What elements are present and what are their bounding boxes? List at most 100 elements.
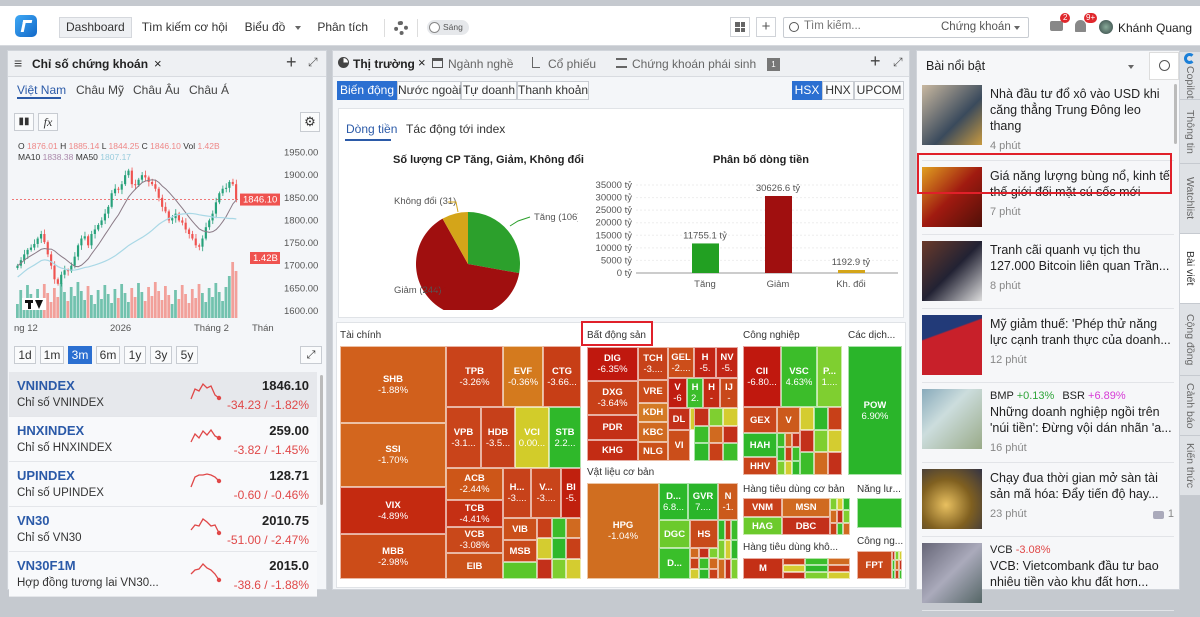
exchange-button[interactable]: HSX [792, 81, 822, 100]
treemap-tile[interactable] [708, 425, 724, 444]
news-item[interactable]: Nhà đầu tư đổ xô vào USD khi căng thẳng … [922, 85, 1174, 161]
treemap-tile[interactable] [777, 433, 785, 447]
treemap-tile[interactable]: TPB -3.26% [446, 346, 503, 407]
treemap-tile[interactable] [566, 518, 581, 539]
treemap-tile[interactable]: HPG -1.04% [587, 483, 659, 579]
treemap-tile[interactable] [792, 433, 800, 447]
treemap-tile[interactable] [699, 548, 709, 559]
close-icon[interactable]: × [154, 56, 162, 71]
treemap-tile[interactable] [708, 408, 724, 426]
treemap-tile[interactable] [827, 572, 850, 579]
treemap-tile[interactable]: D... 6.8... [659, 483, 688, 520]
news-title[interactable]: Nhà đầu tư đổ xô vào USD khi căng thẳng … [990, 87, 1160, 133]
treemap-tile[interactable] [843, 510, 850, 523]
news-item[interactable]: Tranh cãi quanh vụ tịch thu 127.000 Bitc… [922, 241, 1174, 309]
news-item[interactable]: Chạy đua thời gian mở sàn tài sản mã hóa… [922, 469, 1174, 537]
region-tab[interactable]: Châu Á [189, 83, 230, 97]
expand-icon[interactable]: ⤢ [893, 55, 903, 69]
tab-stocks[interactable]: Cổ phiếu [548, 57, 597, 71]
nav-dashboard[interactable]: Dashboard [59, 17, 132, 38]
bar[interactable] [765, 195, 792, 273]
treemap-tile[interactable]: V... -3.... [531, 468, 561, 518]
news-title[interactable]: Giá năng lượng bùng nổ, kinh tế thế giới… [990, 169, 1170, 199]
treemap-tile[interactable] [784, 461, 793, 475]
avatar[interactable] [1099, 20, 1113, 34]
treemap-tile[interactable] [895, 551, 899, 561]
ticker-code[interactable]: BSR [1062, 390, 1085, 402]
range-button[interactable]: 1m [40, 346, 64, 364]
treemap-tile[interactable]: VI [668, 430, 690, 461]
treemap-tile[interactable] [836, 522, 844, 535]
treemap-tile[interactable] [566, 538, 581, 559]
news-item[interactable]: Giá năng lượng bùng nổ, kinh tế thế giới… [922, 167, 1174, 235]
treemap-tile[interactable]: VPB -3.1... [446, 407, 481, 468]
treemap-tile[interactable] [836, 498, 844, 511]
range-button[interactable]: 1y [124, 346, 146, 364]
index-row[interactable]: VN30 Chỉ số VN30 2010.75 -51.00 / -2.47% [9, 507, 317, 552]
index-row[interactable]: UPINDEX Chỉ số UPINDEX 128.71 -0.60 / -0… [9, 462, 317, 507]
side-tab[interactable]: Watchlist [1180, 164, 1200, 234]
nav-analysis[interactable]: Phân tích [317, 20, 369, 34]
treemap-tile[interactable] [551, 518, 567, 539]
treemap-tile[interactable]: HDB -3.5... [481, 407, 515, 468]
search-scope-select[interactable]: Chứng khoán [941, 21, 1011, 33]
tab-derivatives[interactable]: Chứng khoán phái sinh [632, 57, 757, 71]
exchange-button[interactable]: UPCOM [854, 81, 904, 100]
news-scrollbar[interactable] [1174, 84, 1177, 144]
treemap-tile[interactable] [718, 559, 725, 579]
treemap-tile[interactable]: VIB [503, 518, 537, 540]
treemap-tile[interactable] [895, 569, 899, 579]
chevron-down-icon[interactable] [1128, 65, 1134, 69]
ticker-code[interactable]: VCB [990, 544, 1013, 556]
chat-icon[interactable] [1050, 21, 1063, 31]
treemap-tile[interactable] [830, 498, 837, 511]
treemap-tile[interactable] [800, 452, 814, 475]
treemap-tile[interactable] [723, 425, 738, 444]
treemap-tile[interactable]: EVF -0.36% [503, 346, 543, 407]
treemap-tile[interactable]: KHG [587, 440, 638, 461]
nav-charts[interactable]: Biểu đồ [244, 20, 286, 34]
treemap-tile[interactable] [694, 443, 709, 461]
treemap-tile[interactable] [731, 539, 738, 560]
side-tab[interactable]: Thông tin [1180, 100, 1200, 164]
treemap-tile[interactable]: M [743, 558, 783, 579]
news-item[interactable]: VCB -3.08% VCB: Vietcombank đầu tư bao nh… [922, 543, 1174, 611]
theme-toggle[interactable]: Sáng [427, 20, 470, 35]
news-search-button[interactable] [1149, 52, 1179, 80]
treemap-tile[interactable]: H -5. [694, 347, 716, 378]
treemap-tile[interactable] [814, 429, 828, 453]
treemap-tile[interactable] [731, 520, 738, 540]
treemap-tile[interactable]: KBC [638, 422, 668, 442]
tab-index-impact[interactable]: Tác động tới index [406, 122, 506, 136]
region-tab[interactable]: Châu Âu [133, 83, 180, 97]
pie-chart[interactable]: Tăng (106) Giảm (244) Không đổi (31) [338, 170, 578, 310]
treemap-tile[interactable]: HS [690, 520, 718, 548]
pie-slice[interactable] [442, 212, 468, 264]
treemap-tile[interactable]: TCB -4.41% [446, 500, 503, 527]
treemap-tile[interactable] [731, 559, 738, 579]
treemap-tile[interactable] [777, 461, 785, 475]
treemap-tile[interactable] [857, 498, 902, 528]
side-tab[interactable]: Bài viết [1180, 234, 1200, 304]
treemap-tile[interactable]: HAG [743, 517, 782, 535]
treemap-tile[interactable] [694, 425, 709, 444]
treemap-tile[interactable] [708, 568, 718, 579]
bell-icon[interactable] [1075, 20, 1086, 32]
close-icon[interactable]: × [418, 55, 426, 70]
comments[interactable]: 1 [1152, 508, 1174, 521]
treemap-tile[interactable] [708, 548, 718, 559]
user-name[interactable]: Khánh Quang [1118, 21, 1193, 35]
treemap-tile[interactable]: V -6 [668, 378, 687, 408]
treemap-tile[interactable] [814, 407, 828, 430]
treemap-tile[interactable] [690, 548, 700, 559]
add-button[interactable]: + [756, 17, 776, 37]
treemap-tile[interactable]: NLG [638, 442, 668, 461]
treemap-tile[interactable] [708, 558, 718, 569]
treemap-tile[interactable] [843, 522, 850, 535]
chart-type-button[interactable]: ▮▮ [14, 113, 34, 131]
tab-industry[interactable]: Ngành nghề [448, 57, 514, 71]
treemap-tile[interactable] [723, 443, 738, 461]
treemap-tile[interactable]: IJ - [720, 378, 738, 408]
treemap-tile[interactable] [828, 407, 842, 430]
